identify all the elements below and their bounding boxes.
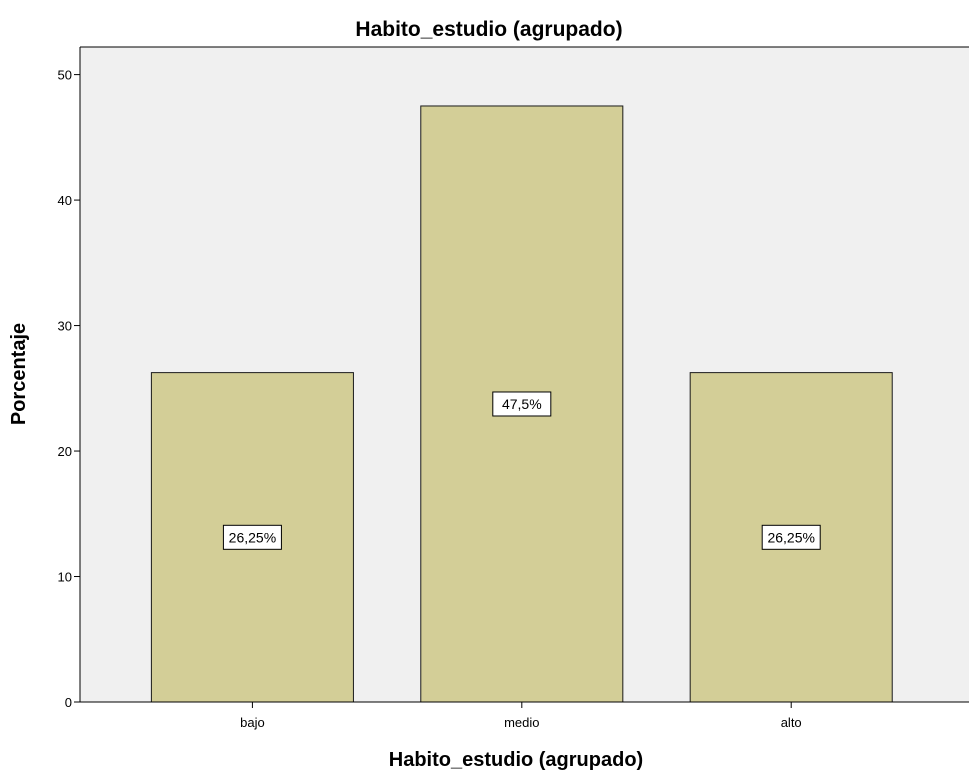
y-tick-label-10: 10 [58,570,72,585]
x-tick-label-bajo: bajo [240,715,265,730]
y-tick-label-20: 20 [58,444,72,459]
x-tick-label-medio: medio [504,715,539,730]
data-label-box-alto [761,524,821,550]
data-label-alto: 26,25% [767,529,814,545]
y-axis-title: Porcentaje [8,323,30,425]
y-tick-label-30: 30 [58,319,72,334]
data-label-box-bajo [222,524,282,550]
data-label-box-medio [492,391,552,417]
data-label-medio: 47,5% [502,396,542,412]
y-tick-label-0: 0 [65,695,72,710]
y-tick-label-50: 50 [58,68,72,83]
chart-title: Habito_estudio (agrupado) [355,18,622,41]
x-axis-title: Habito_estudio (agrupado) [389,749,643,771]
y-tick-label-40: 40 [58,193,72,208]
axes-group: bajo medio alto 0 10 20 30 40 50 [58,46,969,730]
data-labels-group: 26,25% 47,5% 26,25% [222,391,821,550]
data-label-bajo: 26,25% [229,529,276,545]
x-tick-label-alto: alto [781,715,802,730]
